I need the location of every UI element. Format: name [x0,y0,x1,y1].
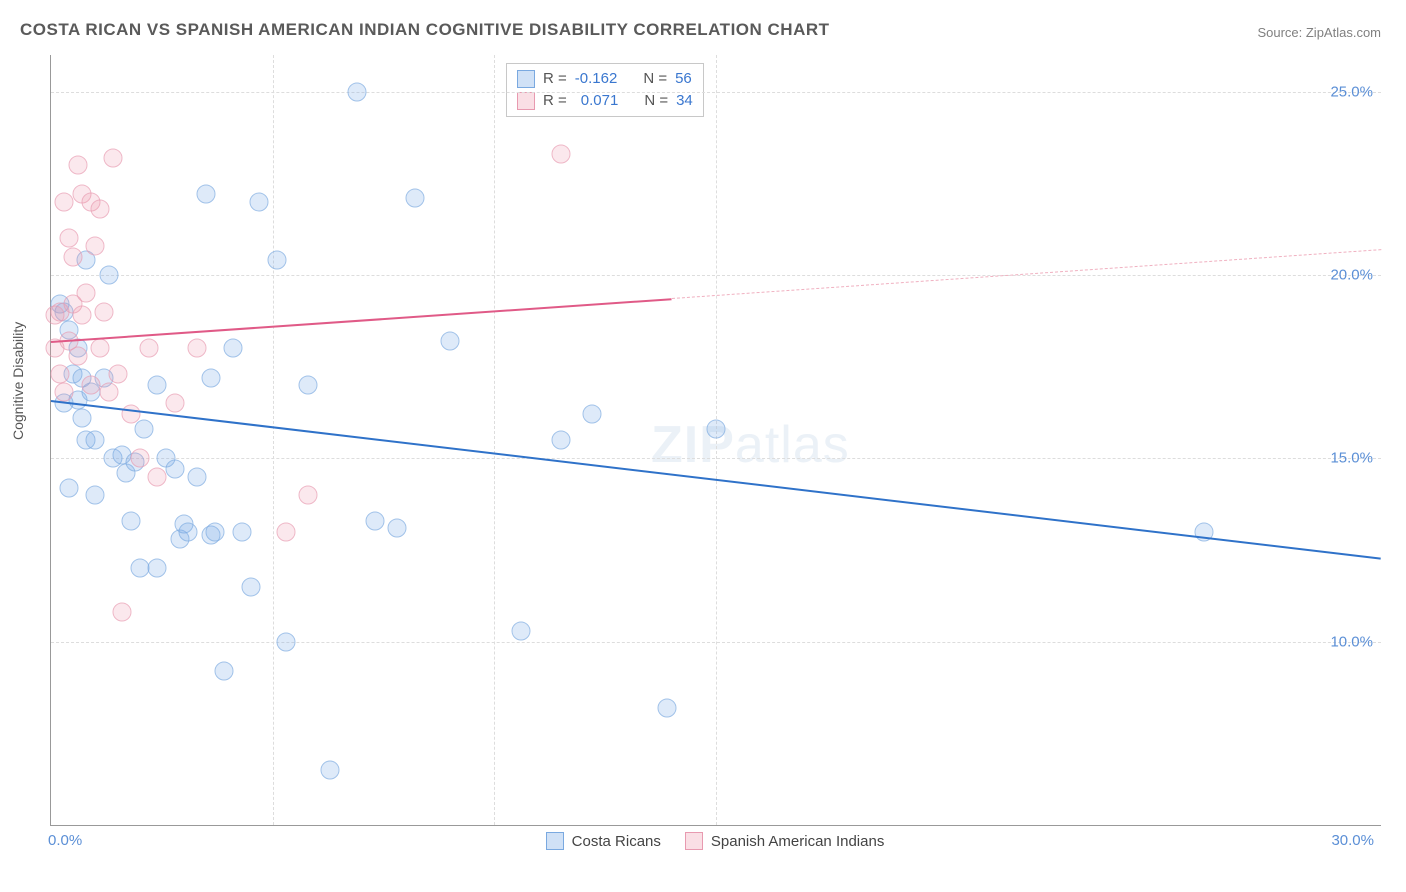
scatter-point [188,467,207,486]
y-tick-label: 15.0% [1330,450,1373,467]
swatch-series-2 [517,92,535,110]
scatter-point [223,339,242,358]
scatter-point [99,383,118,402]
scatter-point [551,145,570,164]
watermark: ZIPatlas [651,415,850,475]
scatter-point [73,409,92,428]
scatter-point [86,431,105,450]
scatter-point [86,486,105,505]
scatter-point [108,365,127,384]
correlation-row-1: R = -0.162 N = 56 [517,68,693,90]
series-legend: Costa Ricans Spanish American Indians [50,832,1380,850]
r-label: R = [543,90,567,112]
n-value-1: 56 [675,68,692,90]
scatter-point [232,522,251,541]
y-tick-label: 10.0% [1330,633,1373,650]
scatter-point [197,185,216,204]
legend-label-1: Costa Ricans [572,833,661,850]
y-axis-label: Cognitive Disability [10,322,26,440]
scatter-point [707,420,726,439]
legend-item-1: Costa Ricans [546,832,661,850]
scatter-point [148,467,167,486]
scatter-point [130,559,149,578]
correlation-legend: R = -0.162 N = 56 R = 0.071 N = 34 [506,63,704,117]
scatter-point [139,339,158,358]
chart-title: COSTA RICAN VS SPANISH AMERICAN INDIAN C… [20,20,830,40]
scatter-point [405,189,424,208]
legend-item-2: Spanish American Indians [685,832,884,850]
swatch-series-1 [546,832,564,850]
scatter-point [73,306,92,325]
scatter-point [347,82,366,101]
scatter-point [441,332,460,351]
scatter-point [135,420,154,439]
scatter-point [276,632,295,651]
correlation-row-2: R = 0.071 N = 34 [517,90,693,112]
scatter-point [77,284,96,303]
scatter-point [166,394,185,413]
scatter-point [90,200,109,219]
scatter-point [551,431,570,450]
scatter-point [250,192,269,211]
scatter-point [121,511,140,530]
scatter-point [299,486,318,505]
trend-line [51,298,672,343]
scatter-point [166,460,185,479]
scatter-point [55,192,74,211]
r-value-2: 0.071 [575,90,619,112]
legend-label-2: Spanish American Indians [711,833,884,850]
scatter-point [206,522,225,541]
scatter-point [64,247,83,266]
scatter-point [50,365,69,384]
n-label: N = [644,90,668,112]
scatter-point [201,368,220,387]
r-label: R = [543,68,567,90]
y-tick-label: 25.0% [1330,83,1373,100]
scatter-point [68,156,87,175]
scatter-point [112,603,131,622]
scatter-point [90,339,109,358]
scatter-point [148,376,167,395]
scatter-point [365,511,384,530]
plot-area: R = -0.162 N = 56 R = 0.071 N = 34 ZIPat… [50,55,1381,826]
gridline-v [716,55,717,825]
scatter-point [55,383,74,402]
r-value-1: -0.162 [575,68,618,90]
scatter-point [268,251,287,270]
scatter-point [99,266,118,285]
scatter-point [511,621,530,640]
scatter-point [188,339,207,358]
scatter-point [214,662,233,681]
scatter-point [321,761,340,780]
gridline-v [273,55,274,825]
scatter-point [59,229,78,248]
scatter-point [276,522,295,541]
scatter-point [104,148,123,167]
scatter-point [130,449,149,468]
scatter-point [179,522,198,541]
scatter-point [81,376,100,395]
scatter-point [299,376,318,395]
swatch-series-1 [517,70,535,88]
n-label: N = [643,68,667,90]
scatter-point [148,559,167,578]
n-value-2: 34 [676,90,693,112]
swatch-series-2 [685,832,703,850]
y-tick-label: 20.0% [1330,267,1373,284]
scatter-point [86,236,105,255]
gridline-v [494,55,495,825]
scatter-point [582,405,601,424]
scatter-point [68,346,87,365]
source-attribution: Source: ZipAtlas.com [1257,25,1381,40]
scatter-point [387,519,406,538]
scatter-point [658,698,677,717]
scatter-point [59,478,78,497]
scatter-point [241,577,260,596]
scatter-point [95,302,114,321]
